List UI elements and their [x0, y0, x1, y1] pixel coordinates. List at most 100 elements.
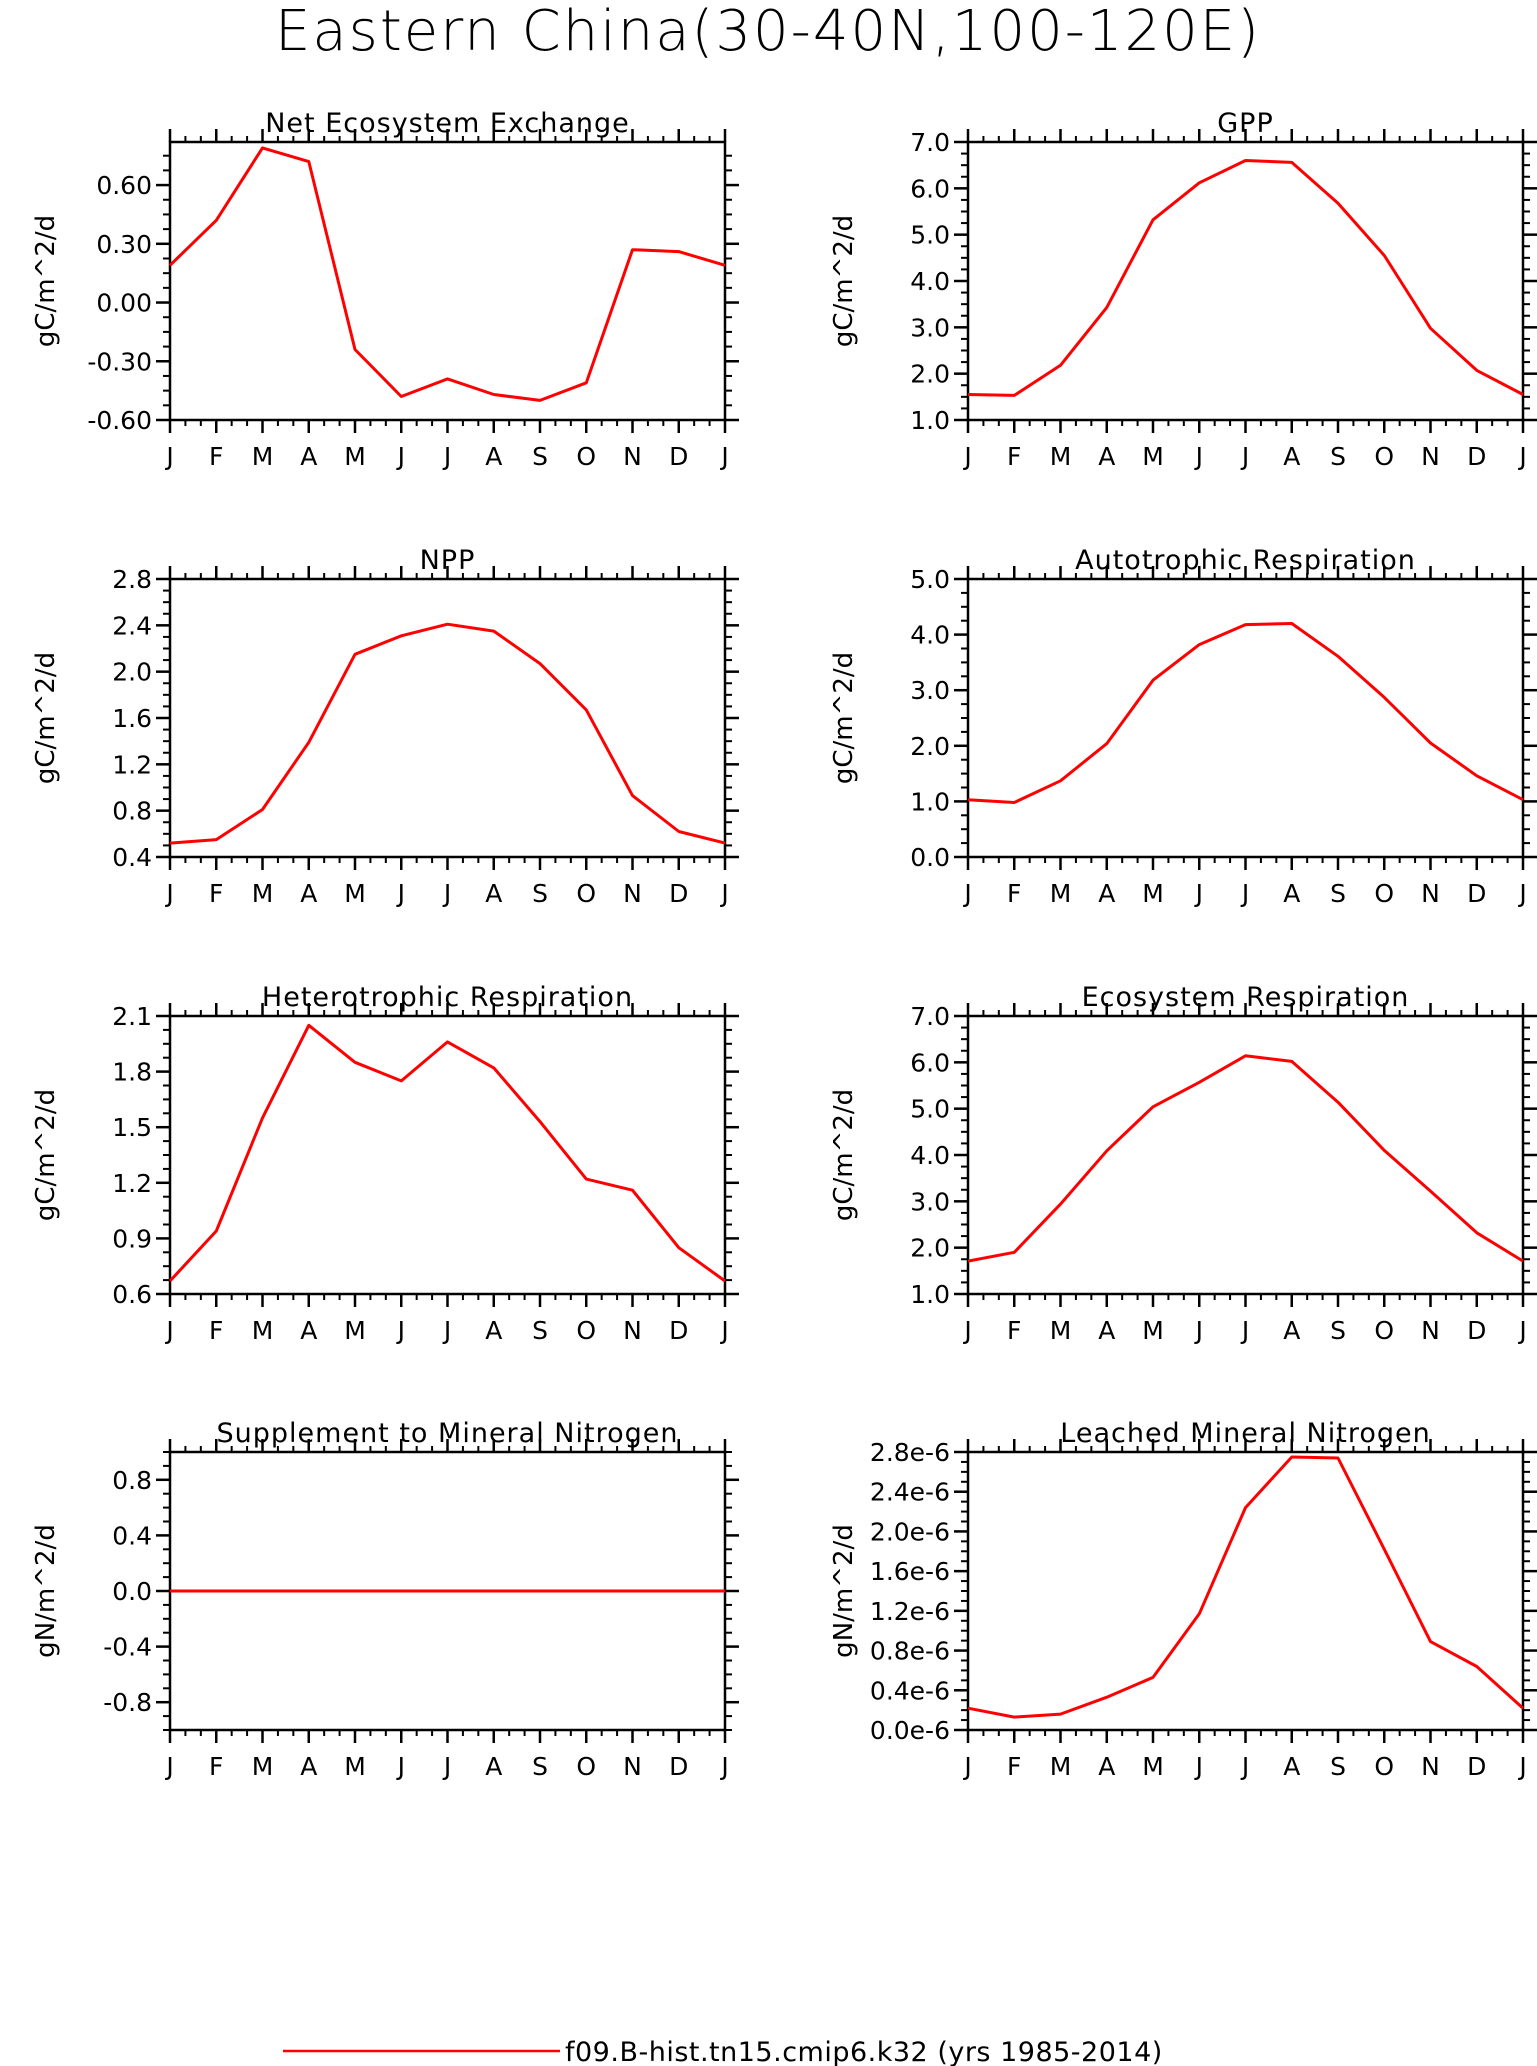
x-tick-label: J	[1194, 879, 1203, 908]
x-tick-label: J	[719, 1752, 728, 1781]
x-tick-label: J	[1517, 442, 1526, 471]
x-tick-label: A	[1098, 442, 1115, 471]
y-tick-label: 3.0	[910, 676, 950, 705]
series-line	[967, 159, 1524, 397]
y-axis-label: gC/m^2/d	[31, 1089, 61, 1221]
y-tick-label: 1.2	[112, 1169, 152, 1198]
x-tick-label: A	[485, 1316, 502, 1345]
x-tick-label: J	[719, 1316, 728, 1345]
x-tick-label: N	[1421, 879, 1440, 908]
x-tick-label: D	[669, 879, 688, 908]
y-tick-label: 0.30	[96, 230, 152, 259]
x-tick-label: M	[1142, 442, 1164, 471]
plot-frame	[168, 1014, 727, 1296]
y-tick-label: 2.1	[112, 1002, 152, 1031]
y-tick-label: 1.2	[112, 750, 152, 779]
x-tick-label: J	[442, 1752, 451, 1781]
y-tick-label: 7.0	[910, 1002, 950, 1031]
y-axis-label: gN/m^2/d	[829, 1524, 859, 1658]
x-tick-label: J	[396, 879, 405, 908]
x-tick-label: J	[719, 442, 728, 471]
x-tick-label: J	[396, 442, 405, 471]
x-tick-label: J	[1240, 879, 1249, 908]
x-tick-label: D	[1467, 1752, 1486, 1781]
x-tick-label: F	[1007, 442, 1021, 471]
x-tick-label: J	[1517, 1752, 1526, 1781]
y-tick-label: 1.5	[112, 1113, 152, 1142]
x-tick-label: M	[1142, 1752, 1164, 1781]
series-line	[169, 622, 726, 845]
y-tick-label: 2.8e-6	[870, 1438, 950, 1467]
x-tick-label: J	[962, 1752, 971, 1781]
y-tick-label: 0.6	[112, 1280, 152, 1309]
y-tick-label: 2.0	[910, 360, 950, 389]
x-tick-label: J	[442, 1316, 451, 1345]
x-tick-label: A	[1283, 1752, 1300, 1781]
x-tick-label: O	[1374, 1316, 1394, 1345]
x-tick-label: A	[1283, 879, 1300, 908]
y-tick-label: 1.0	[910, 1280, 950, 1309]
x-tick-label: J	[396, 1752, 405, 1781]
y-tick-label: 2.8	[112, 565, 152, 594]
x-tick-label: M	[252, 879, 274, 908]
x-tick-label: M	[1050, 879, 1072, 908]
x-tick-label: J	[442, 879, 451, 908]
y-tick-label: 0.8e-6	[870, 1637, 950, 1666]
x-tick-label: J	[164, 442, 173, 471]
x-tick-label: O	[1374, 442, 1394, 471]
x-tick-label: F	[1007, 1752, 1021, 1781]
y-tick-label: 5.0	[910, 565, 950, 594]
x-tick-label: S	[532, 442, 548, 471]
x-tick-label: F	[209, 1752, 223, 1781]
x-tick-label: D	[1467, 1316, 1486, 1345]
y-tick-label: 2.0e-6	[870, 1517, 950, 1546]
x-tick-label: J	[1240, 1316, 1249, 1345]
x-tick-label: N	[623, 442, 642, 471]
x-tick-label: N	[1421, 1752, 1440, 1781]
x-tick-label: O	[576, 879, 596, 908]
x-tick-label: F	[1007, 879, 1021, 908]
x-tick-label: D	[669, 1316, 688, 1345]
y-tick-label: 3.0	[910, 1187, 950, 1216]
y-tick-label: 2.4e-6	[870, 1478, 950, 1507]
x-tick-label: J	[1240, 1752, 1249, 1781]
series-line	[168, 1023, 726, 1283]
x-tick-label: A	[300, 1316, 317, 1345]
x-tick-label: O	[576, 442, 596, 471]
x-tick-label: A	[300, 879, 317, 908]
y-tick-label: 4.0	[910, 1141, 950, 1170]
series-line	[967, 1455, 1525, 1719]
y-tick-label: 5.0	[910, 1095, 950, 1124]
y-axis-label: gC/m^2/d	[829, 215, 859, 347]
x-tick-label: J	[1240, 442, 1249, 471]
x-tick-label: A	[485, 879, 502, 908]
y-tick-label: 2.0	[112, 658, 152, 687]
y-tick-label: 1.6e-6	[870, 1557, 950, 1586]
y-tick-label: 0.4	[112, 843, 152, 872]
y-tick-label: 0.00	[96, 289, 152, 318]
x-tick-label: A	[1283, 1316, 1300, 1345]
x-tick-label: S	[1330, 1752, 1346, 1781]
x-tick-label: J	[962, 442, 971, 471]
y-axis-label: gC/m^2/d	[829, 652, 859, 784]
y-tick-label: 1.2e-6	[870, 1597, 950, 1626]
x-tick-label: N	[623, 1316, 642, 1345]
y-tick-label: 2.0	[910, 1234, 950, 1263]
x-tick-label: A	[1283, 442, 1300, 471]
x-tick-label: J	[1517, 879, 1526, 908]
figure-title: Eastern China(30-40N,100-120E)	[275, 0, 1261, 64]
x-tick-label: M	[344, 879, 366, 908]
y-tick-label: 1.8	[112, 1058, 152, 1087]
x-tick-label: N	[1421, 1316, 1440, 1345]
y-tick-label: 0.8	[112, 797, 152, 826]
x-tick-label: M	[1050, 442, 1072, 471]
x-tick-label: M	[252, 442, 274, 471]
x-tick-label: A	[300, 442, 317, 471]
